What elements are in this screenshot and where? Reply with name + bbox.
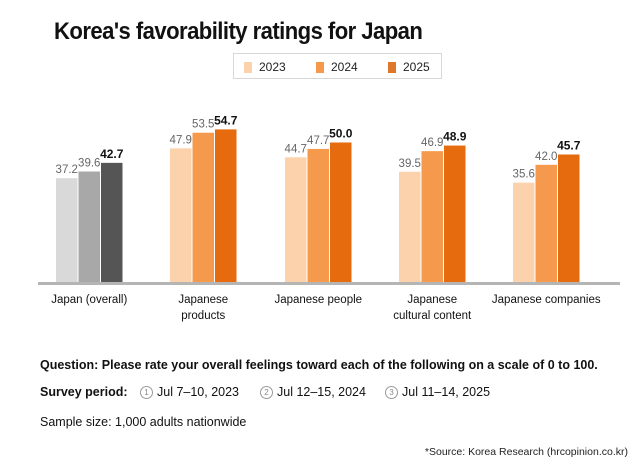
data-label: 47.7 (307, 135, 329, 147)
survey-period-1: 1 Jul 7–10, 2023 (140, 385, 239, 399)
bar-2023-3 (399, 171, 421, 282)
source-note: *Source: Korea Research (hrcopinion.co.k… (424, 446, 628, 458)
legend-item-2024: 2024 (316, 60, 358, 74)
bar-2023-0 (56, 178, 78, 282)
legend-label: 2025 (403, 60, 430, 74)
bar-2025-4 (558, 154, 580, 282)
survey-period-3: 3 Jul 11–14, 2025 (385, 385, 490, 399)
category-label: Japanese companies (492, 294, 601, 306)
category-label: Japanese people (274, 294, 362, 306)
bar-2024-1 (192, 132, 214, 282)
circled-number-icon: 1 (140, 386, 153, 399)
legend-label: 2023 (259, 60, 286, 74)
circled-number-icon: 2 (260, 386, 273, 399)
bar-2024-3 (421, 151, 443, 282)
bar-2025-3 (444, 145, 466, 282)
legend-item-2025: 2025 (388, 60, 430, 74)
data-label: 45.7 (557, 138, 581, 152)
data-label: 53.5 (192, 119, 214, 131)
data-label: 42.7 (100, 147, 124, 161)
data-label: 39.5 (399, 158, 421, 170)
legend-label: 2024 (331, 60, 358, 74)
period-text: Jul 12–15, 2024 (277, 385, 366, 399)
data-label: 37.2 (56, 164, 78, 176)
bar-2023-1 (170, 148, 192, 282)
data-label: 47.9 (170, 134, 192, 146)
data-label: 39.6 (78, 158, 100, 170)
legend-swatch (244, 61, 252, 73)
bar-2025-0 (101, 162, 123, 282)
bar-2023-4 (513, 182, 535, 282)
bar-2023-2 (285, 157, 307, 282)
period-text: Jul 11–14, 2025 (402, 385, 491, 399)
bar-2024-4 (535, 164, 557, 282)
sample-size: Sample size: 1,000 adults nationwide (40, 415, 247, 429)
survey-period-label: Survey period: (40, 385, 128, 399)
plot-area: 37.239.642.7 Japan (overall) 47.953.5 54.7 J… (38, 113, 620, 322)
category-label: Japanese products (178, 294, 228, 322)
survey-period-2: 2 Jul 12–15, 2024 (260, 385, 366, 399)
data-label: 35.6 (513, 169, 535, 181)
category-label: Japan (overall) (51, 294, 127, 306)
data-label: 42.0 (535, 151, 557, 163)
period-text: Jul 7–10, 2023 (157, 385, 240, 399)
category-label: Japanese cultural content (393, 294, 472, 322)
legend-swatch (388, 61, 396, 73)
data-label: 54.7 (214, 113, 238, 127)
data-label: 44.7 (285, 143, 307, 155)
legend-swatch (316, 61, 324, 73)
bar-2024-2 (307, 148, 329, 282)
legend-item-2023: 2023 (244, 60, 286, 74)
bar-2025-2 (330, 142, 352, 282)
circled-number-icon: 3 (385, 386, 398, 399)
legend: 2023 2024 2025 (233, 53, 442, 79)
question-text: Question: Please rate your overall feeli… (40, 358, 598, 372)
data-label: 50.0 (329, 127, 353, 141)
data-label: 46.9 (421, 137, 443, 149)
chart-title: Korea's favorability ratings for Japan (54, 18, 423, 45)
bar-2025-1 (215, 129, 237, 282)
bar-2024-0 (78, 171, 100, 282)
data-label: 48.9 (443, 130, 467, 144)
